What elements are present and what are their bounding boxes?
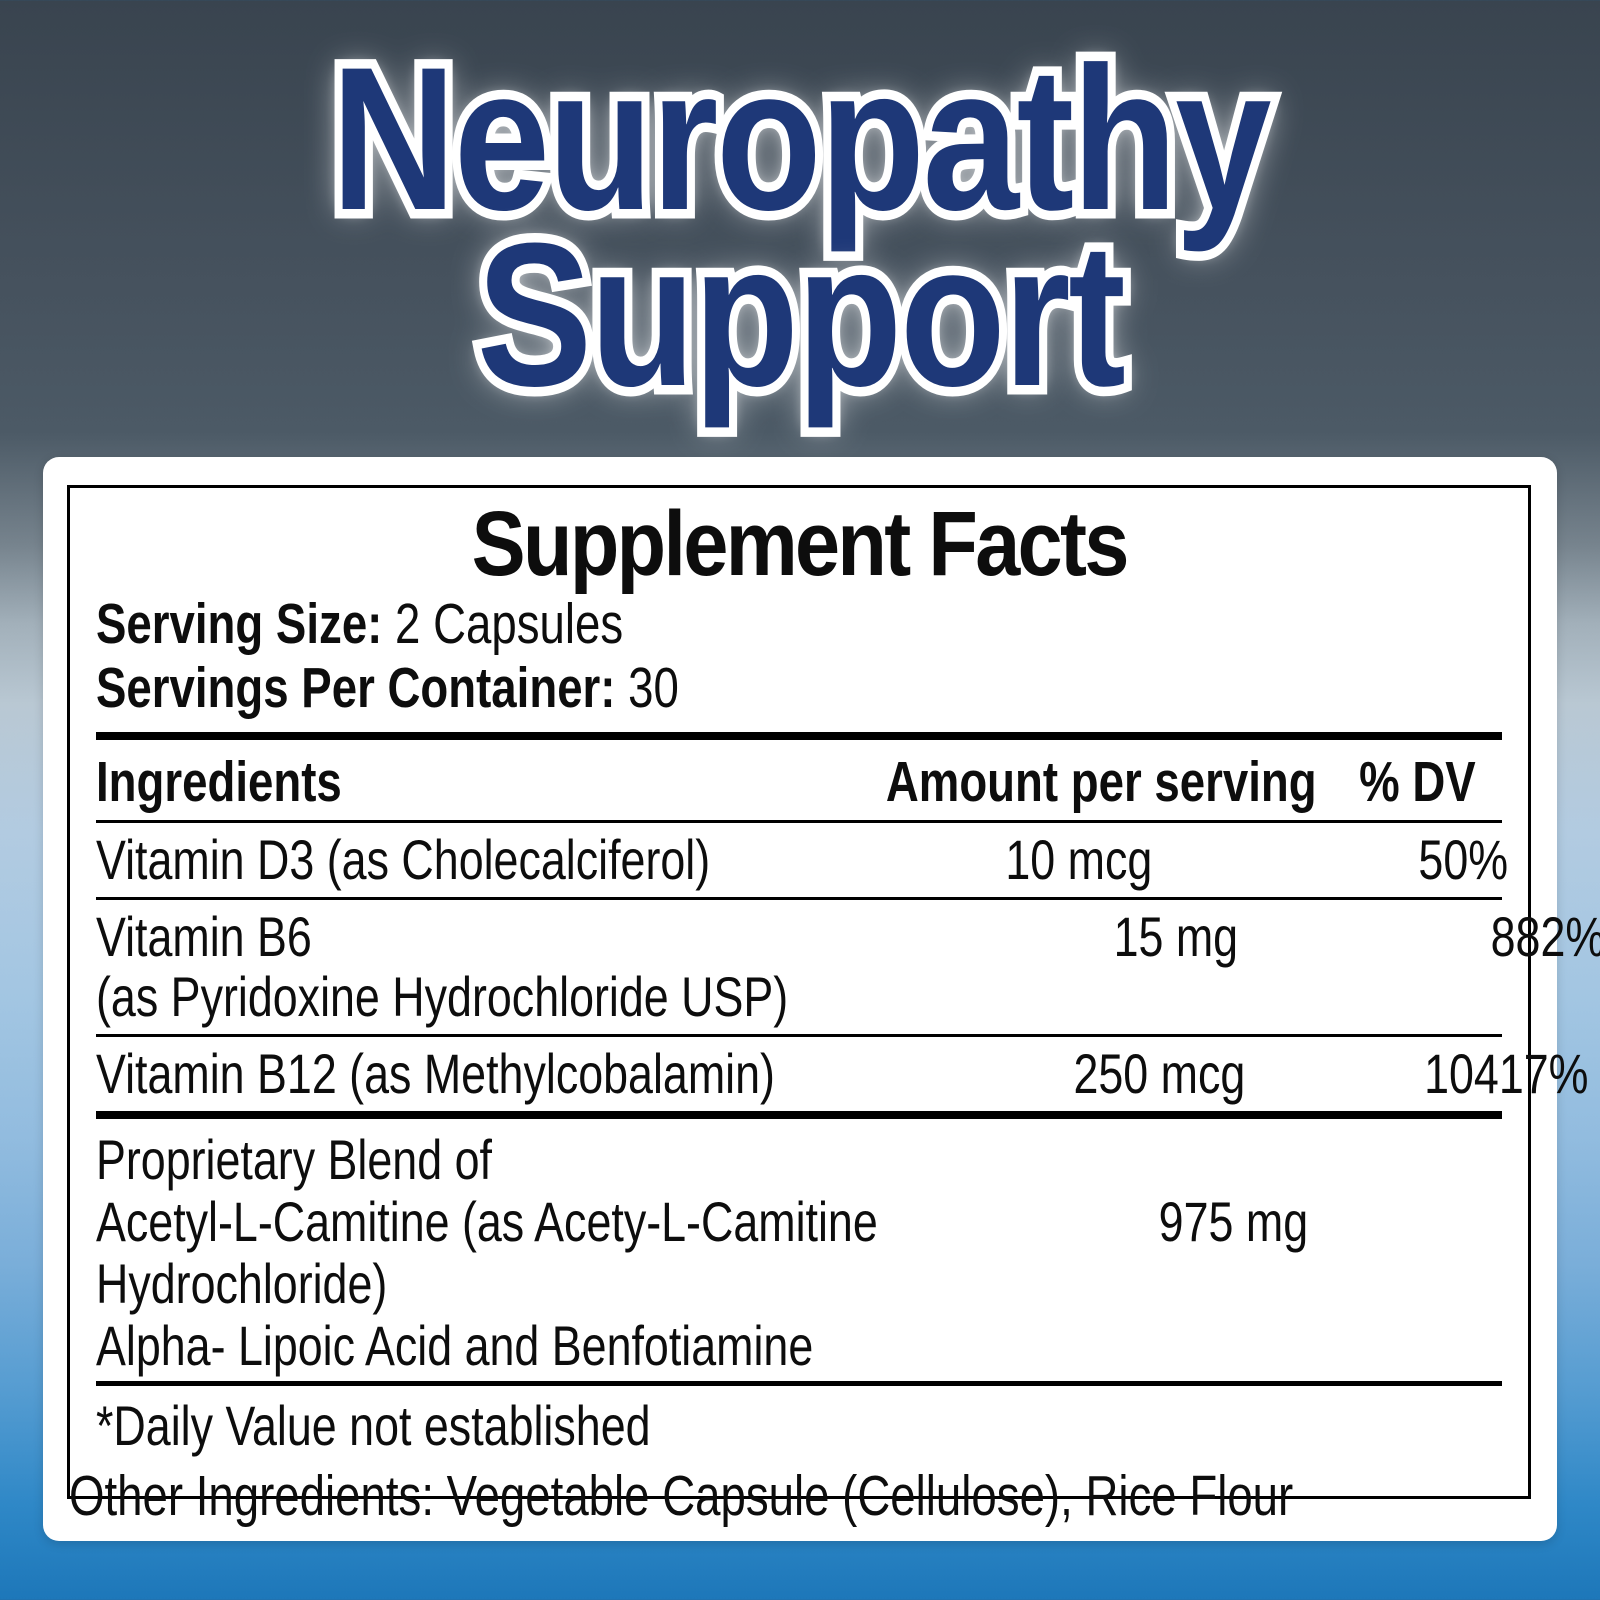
divider-above-footnote xyxy=(96,1381,1502,1386)
divider-row-1 xyxy=(96,897,1502,900)
ingredient-amount: 15 mg xyxy=(1113,905,1239,968)
servings-per-container-line: Servings Per Container: 30 xyxy=(96,656,1502,720)
header-ingredients: Ingredients xyxy=(96,750,342,814)
divider-under-header xyxy=(96,820,1502,823)
table-row-vitamin-b12: Vitamin B12 (as Methylcobalamin) 250 mcg… xyxy=(96,1037,1589,1111)
title-line-1-outline: Neuropathy xyxy=(323,25,1280,253)
product-title: Neuropathy Neuropathy Support Support xyxy=(120,25,1480,429)
blend-name: Proprietary Blend of Acetyl-L-Camitine (… xyxy=(96,1128,878,1377)
divider-heavy xyxy=(96,1111,1502,1119)
ingredient-amount: 250 mcg xyxy=(1073,1042,1246,1105)
table-header-row: Ingredients Amount per serving % DV xyxy=(96,740,1502,820)
blend-amount: 975 mg xyxy=(1158,1190,1308,1253)
ingredient-name: Vitamin B12 (as Methylcobalamin) xyxy=(96,1042,775,1105)
supplement-label-panel: Supplement Facts Serving Size: 2 Capsule… xyxy=(43,457,1600,1541)
ingredient-name: Vitamin B6 (as Pyridoxine Hydrochloride … xyxy=(96,905,789,1028)
title-line-2-outline: Support xyxy=(469,201,1134,429)
ingredient-dv: 50% xyxy=(1418,828,1508,891)
ingredient-name: Vitamin D3 (as Cholecalciferol) xyxy=(96,828,711,891)
servings-per-container-value: 30 xyxy=(628,656,679,720)
table-row-proprietary-blend: Proprietary Blend of Acetyl-L-Camitine (… xyxy=(96,1119,1502,1381)
serving-size-label: Serving Size: xyxy=(96,592,383,656)
supplement-facts-heading: Supplement Facts xyxy=(96,496,1502,592)
ingredient-dv: 10417% xyxy=(1424,1042,1589,1105)
ingredient-amount: 10 mcg xyxy=(1005,828,1153,891)
serving-size-line: Serving Size: 2 Capsules xyxy=(96,592,1502,656)
other-ingredients-line: Other Ingredients: Vegetable Capsule (Ce… xyxy=(69,1464,1294,1528)
title-line-2-text: Support xyxy=(476,201,1126,429)
ingredient-dv: 882% xyxy=(1490,905,1600,968)
divider-thick-top xyxy=(96,732,1502,740)
supplement-facts-box: Supplement Facts Serving Size: 2 Capsule… xyxy=(67,485,1600,1499)
serving-size-value: 2 Capsules xyxy=(395,592,624,656)
blend-dv-asterisk: * xyxy=(1393,1129,1600,1253)
daily-value-footnote: *Daily Value not established xyxy=(96,1394,651,1457)
divider-row-2 xyxy=(96,1034,1502,1037)
title-line-1: Neuropathy Neuropathy xyxy=(120,25,1480,253)
header-amount-per-serving: Amount per serving xyxy=(885,750,1317,814)
servings-per-container-label: Servings Per Container: xyxy=(96,656,616,720)
title-line-2: Support Support xyxy=(120,201,1480,429)
title-line-1-text: Neuropathy xyxy=(331,25,1271,253)
table-row-vitamin-b6: Vitamin B6 (as Pyridoxine Hydrochloride … xyxy=(96,900,1600,1034)
table-row-vitamin-d3: Vitamin D3 (as Cholecalciferol) 10 mcg 5… xyxy=(96,823,1508,897)
supplement-facts-heading-text: Supplement Facts xyxy=(471,493,1129,595)
header-percent-dv: % DV xyxy=(1359,750,1476,814)
